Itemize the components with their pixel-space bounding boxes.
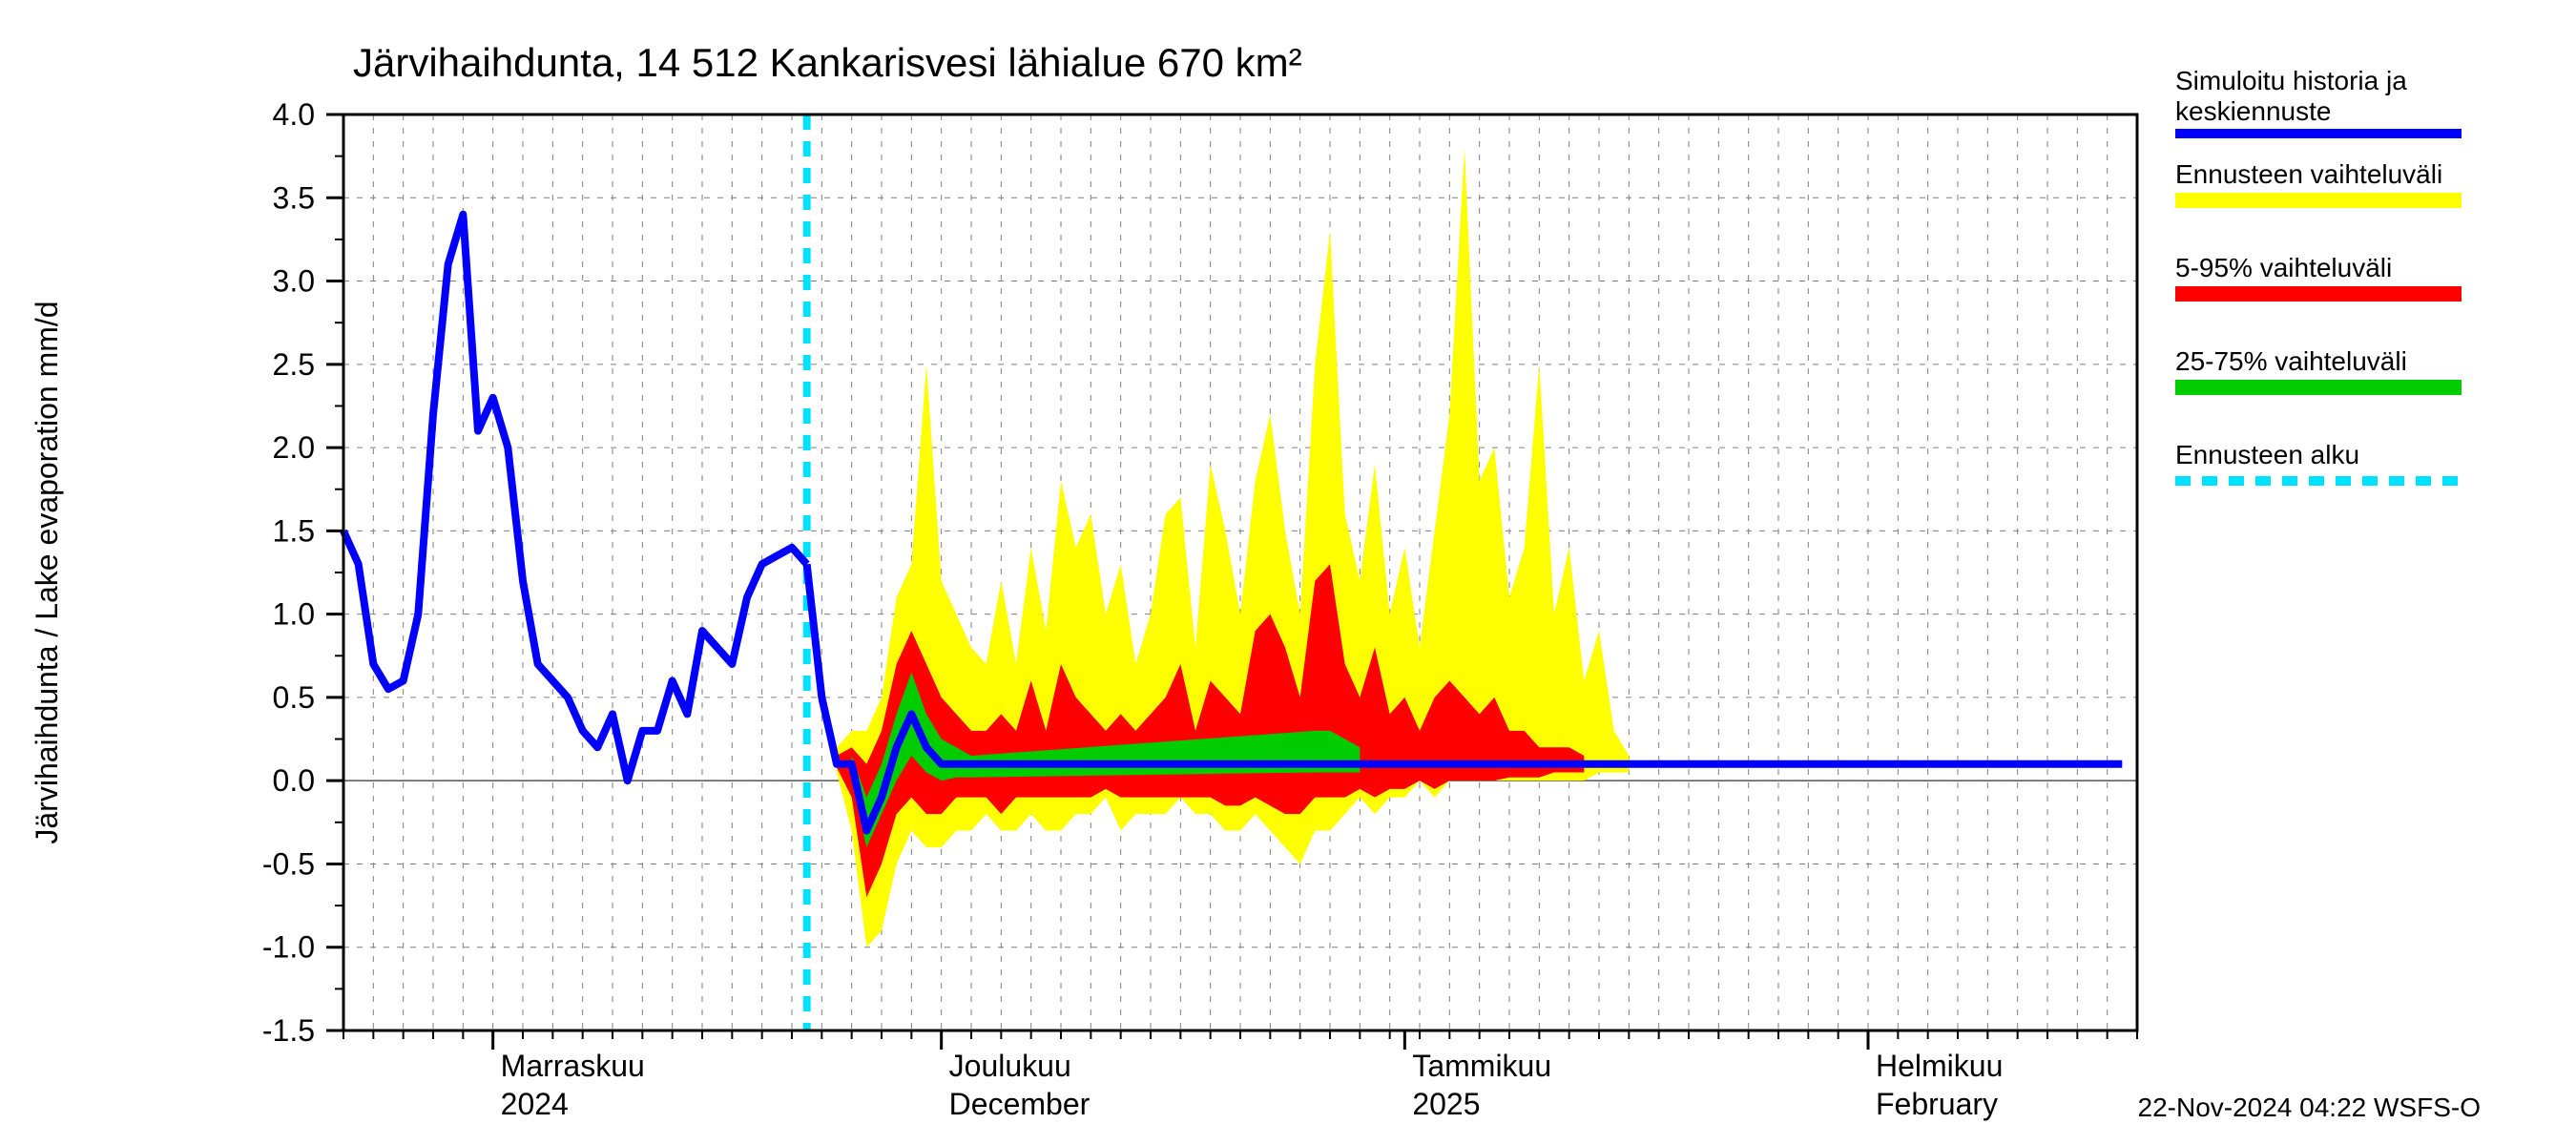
y-tick-label: 1.0 <box>273 597 315 632</box>
y-tick-label: 2.5 <box>273 347 315 382</box>
x-month-sublabel: 2024 <box>501 1087 569 1121</box>
legend-label: 5-95% vaihteluväli <box>2175 253 2392 282</box>
legend-label: keskiennuste <box>2175 96 2331 126</box>
legend-label: Simuloitu historia ja <box>2175 66 2407 95</box>
x-month-sublabel: December <box>949 1087 1091 1121</box>
legend-label: 25-75% vaihteluväli <box>2175 346 2407 376</box>
footer-timestamp: 22-Nov-2024 04:22 WSFS-O <box>2138 1093 2482 1122</box>
chart-title-text: Järvihaihdunta, 14 512 Kankarisvesi lähi… <box>353 40 1302 85</box>
y-tick-label: 1.5 <box>273 513 315 548</box>
y-tick-label: -1.0 <box>262 930 315 965</box>
x-month-label: Tammikuu <box>1412 1049 1551 1083</box>
y-axis-label: Järvihaihdunta / Lake evaporation mm/d <box>30 301 64 843</box>
chart-legend: Simuloitu historia jakeskiennuste Ennuste… <box>2175 66 2462 481</box>
y-tick-label: -0.5 <box>262 846 315 881</box>
y-tick-label: 0.0 <box>273 763 315 798</box>
y-tick-label: 3.5 <box>273 180 315 215</box>
legend-swatch <box>2175 286 2462 302</box>
y-tick-label: 4.0 <box>273 97 315 132</box>
legend-swatch <box>2175 380 2462 395</box>
x-month-label: Helmikuu <box>1876 1049 2003 1083</box>
y-tick-label: 0.5 <box>273 680 315 715</box>
x-month-label: Joulukuu <box>949 1049 1071 1083</box>
x-month-label: Marraskuu <box>501 1049 645 1083</box>
forecast-bands <box>837 148 1629 947</box>
legend-label: Ennusteen alku <box>2175 440 2359 469</box>
y-tick-label: 3.0 <box>273 264 315 299</box>
x-month-sublabel: February <box>1876 1087 1998 1121</box>
chart-footer: 22-Nov-2024 04:22 WSFS-O <box>2138 1093 2482 1122</box>
chart-grid <box>343 114 2137 1030</box>
y-tick-label: -1.5 <box>262 1013 315 1048</box>
y-tick-label: 2.0 <box>273 430 315 465</box>
legend-label: Ennusteen vaihteluväli <box>2175 159 2442 189</box>
legend-swatch <box>2175 193 2462 208</box>
x-month-sublabel: 2025 <box>1412 1087 1480 1121</box>
